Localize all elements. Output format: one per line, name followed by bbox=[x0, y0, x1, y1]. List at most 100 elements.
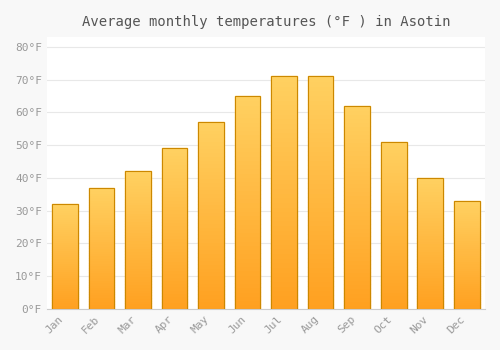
Bar bbox=[235, 292, 260, 296]
Bar bbox=[52, 288, 78, 290]
Bar bbox=[308, 151, 334, 155]
Bar bbox=[126, 265, 151, 267]
Bar bbox=[52, 210, 78, 212]
Bar bbox=[344, 252, 370, 256]
Bar bbox=[162, 200, 188, 203]
Bar bbox=[272, 165, 297, 169]
Bar bbox=[418, 220, 443, 222]
Bar bbox=[272, 239, 297, 244]
Bar bbox=[308, 113, 334, 118]
Bar bbox=[272, 272, 297, 276]
Bar bbox=[272, 262, 297, 267]
Bar bbox=[52, 229, 78, 231]
Bar bbox=[308, 281, 334, 286]
Bar bbox=[381, 265, 406, 269]
Bar bbox=[89, 219, 114, 222]
Bar bbox=[272, 248, 297, 253]
Bar bbox=[454, 211, 479, 214]
Bar bbox=[418, 267, 443, 270]
Bar bbox=[162, 238, 188, 242]
Bar bbox=[162, 193, 188, 196]
Bar bbox=[272, 95, 297, 100]
Bar bbox=[198, 186, 224, 189]
Bar bbox=[272, 290, 297, 295]
Bar bbox=[308, 137, 334, 141]
Bar bbox=[308, 230, 334, 235]
Bar bbox=[52, 265, 78, 267]
Bar bbox=[418, 178, 443, 181]
Bar bbox=[198, 193, 224, 197]
Bar bbox=[235, 287, 260, 292]
Bar bbox=[344, 150, 370, 155]
Bar bbox=[454, 231, 479, 233]
Bar bbox=[272, 113, 297, 118]
Bar bbox=[52, 296, 78, 298]
Bar bbox=[454, 257, 479, 259]
Bar bbox=[272, 155, 297, 160]
Bar bbox=[235, 228, 260, 232]
Bar bbox=[381, 225, 406, 229]
Bar bbox=[198, 141, 224, 145]
Bar bbox=[198, 145, 224, 148]
Bar bbox=[162, 209, 188, 212]
Bar bbox=[89, 234, 114, 236]
Bar bbox=[418, 261, 443, 264]
Bar bbox=[52, 277, 78, 279]
Bar bbox=[235, 139, 260, 143]
Bar bbox=[89, 253, 114, 255]
Bar bbox=[454, 272, 479, 274]
Bar bbox=[308, 141, 334, 146]
Bar bbox=[235, 245, 260, 249]
Bar bbox=[308, 244, 334, 248]
Bar bbox=[418, 254, 443, 257]
Bar bbox=[381, 259, 406, 262]
Bar bbox=[272, 202, 297, 206]
Bar bbox=[235, 241, 260, 245]
Bar bbox=[454, 227, 479, 229]
Bar bbox=[308, 300, 334, 304]
Bar bbox=[381, 222, 406, 225]
Bar bbox=[235, 147, 260, 151]
Bar bbox=[52, 286, 78, 288]
Bar bbox=[198, 189, 224, 193]
Bar bbox=[198, 126, 224, 130]
Bar bbox=[418, 298, 443, 301]
Bar bbox=[308, 220, 334, 225]
Bar bbox=[235, 173, 260, 177]
Bar bbox=[454, 251, 479, 253]
Bar bbox=[344, 138, 370, 142]
Bar bbox=[418, 259, 443, 261]
Bar bbox=[272, 211, 297, 216]
Bar bbox=[344, 211, 370, 215]
Bar bbox=[52, 284, 78, 286]
Bar bbox=[454, 259, 479, 261]
Bar bbox=[52, 206, 78, 208]
Bar bbox=[89, 297, 114, 299]
Bar bbox=[162, 155, 188, 158]
Bar bbox=[198, 230, 224, 234]
Bar bbox=[235, 300, 260, 304]
Bar bbox=[198, 216, 224, 219]
Bar bbox=[235, 130, 260, 134]
Bar bbox=[308, 95, 334, 100]
Bar bbox=[52, 248, 78, 250]
Bar bbox=[89, 200, 114, 202]
Bar bbox=[381, 289, 406, 292]
Bar bbox=[126, 295, 151, 298]
Bar bbox=[272, 244, 297, 248]
Bar bbox=[418, 188, 443, 191]
Bar bbox=[89, 299, 114, 301]
Bar bbox=[381, 229, 406, 232]
Bar bbox=[454, 274, 479, 276]
Bar bbox=[126, 182, 151, 185]
Bar bbox=[162, 235, 188, 238]
Bar bbox=[198, 148, 224, 152]
Bar bbox=[89, 265, 114, 268]
Bar bbox=[308, 104, 334, 109]
Bar bbox=[89, 222, 114, 224]
Bar bbox=[235, 258, 260, 262]
Bar bbox=[235, 109, 260, 113]
Bar bbox=[52, 262, 78, 265]
Bar bbox=[418, 201, 443, 204]
Bar bbox=[344, 167, 370, 171]
